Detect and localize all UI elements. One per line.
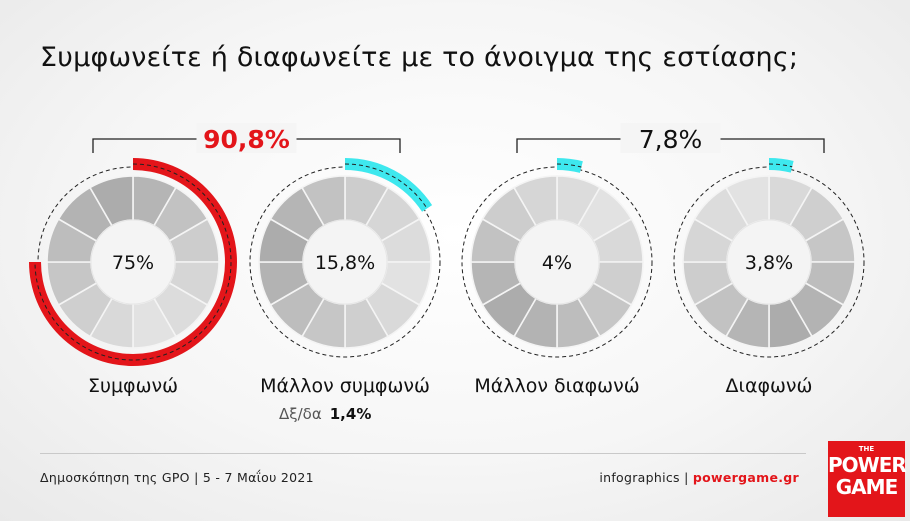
donut-hole — [726, 219, 812, 305]
credit-site: powergame.gr — [692, 470, 799, 485]
group-total-label: 7,8% — [639, 125, 703, 154]
donut-hole — [302, 219, 388, 305]
donut-hole — [514, 219, 600, 305]
arc-dash-overlay — [344, 163, 428, 209]
survey-source: Δημοσκόπηση της GPO | 5 - 7 Μαΐου 2021 — [40, 470, 314, 485]
logo-the: THE — [858, 445, 875, 453]
category-label: Συμφωνώ — [88, 375, 178, 397]
dashed-ring — [249, 166, 441, 358]
dont-know-value: 1,4% — [329, 405, 372, 423]
value-label: 75% — [112, 252, 154, 274]
logo-power: POWER — [828, 453, 907, 477]
dashed-ring — [673, 166, 865, 358]
credit: infographics | powergame.gr — [599, 470, 799, 485]
powergame-logo: THE POWER GAME — [828, 441, 907, 517]
value-label: 3,8% — [745, 252, 793, 274]
dont-know-note: Δξ/δα 1,4% — [279, 405, 371, 423]
group-label-bg — [620, 123, 721, 153]
value-label: 15,8% — [315, 252, 375, 274]
dashed-ring — [461, 166, 653, 358]
arc-dash-overlay — [768, 163, 793, 168]
donut-hole — [90, 219, 176, 305]
category-label: Διαφωνώ — [726, 375, 813, 397]
arc-dash-overlay — [556, 163, 582, 168]
value-label: 4% — [542, 252, 572, 274]
category-label: Μάλλον συμφωνώ — [260, 375, 430, 397]
chart-title: Συμφωνείτε ή διαφωνείτε με το άνοιγμα τη… — [40, 42, 799, 73]
dont-know-label: Δξ/δα — [279, 405, 322, 423]
footer-divider — [40, 453, 806, 454]
category-label: Μάλλον διαφωνώ — [474, 375, 639, 397]
group-label-bg — [196, 123, 297, 153]
group-total-label: 90,8% — [203, 125, 290, 154]
logo-game: GAME — [835, 475, 898, 499]
value-arc — [557, 158, 583, 173]
credit-prefix: infographics | — [599, 470, 693, 485]
value-arc — [769, 158, 794, 173]
arc-dash-overlay — [34, 163, 232, 361]
value-arc — [345, 158, 433, 212]
